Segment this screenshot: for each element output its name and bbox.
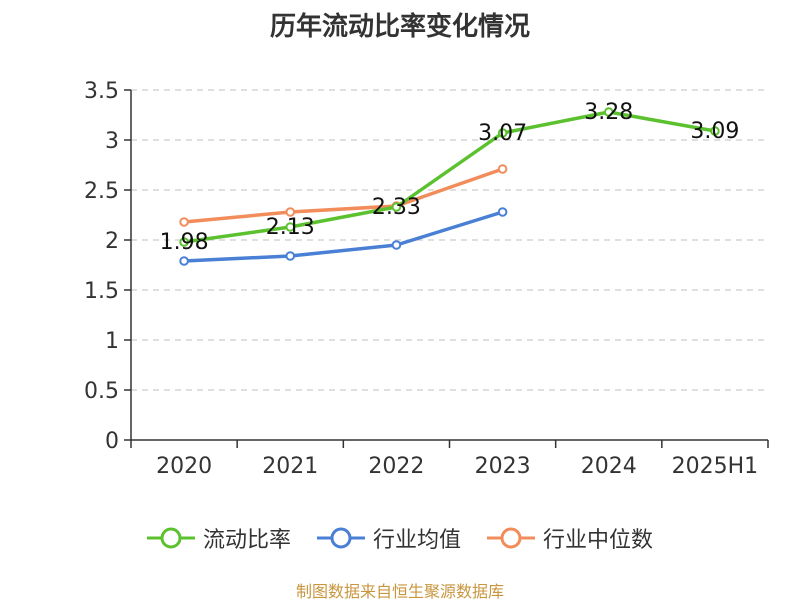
data-point[interactable] [497,207,508,217]
y-tick-label: 1 [105,329,119,354]
y-tick-label: 0.5 [84,379,119,404]
series-line [183,110,716,244]
data-label: 3.28 [584,100,633,125]
legend-label: 行业均值 [372,528,461,553]
data-label: 3.07 [478,121,527,146]
x-tick-label: 2024 [581,454,637,479]
data-labels: 1.98 2.13 2.33 3.07 3.28 3.09 [160,100,740,255]
data-point[interactable] [497,128,508,138]
y-tick-label: 1.5 [84,279,119,304]
data-label: 3.09 [690,119,739,144]
series-line [184,210,504,263]
data-point[interactable] [179,217,189,227]
y-tick-label: 2.5 [84,179,119,204]
x-tick-label: 2025H1 [672,454,759,479]
x-tick-label: 2020 [156,454,212,479]
y-tick-label: 3.5 [84,79,119,104]
axes: 0 0.5 1 1.5 2 2.5 3 3.5 2020 2021 2022 2023 2024 2025… [84,79,769,479]
legend-item-industry-mean[interactable]: 行业均值 [316,522,461,554]
data-point[interactable] [603,107,614,117]
data-label: 2.33 [372,195,421,220]
x-tick-label: 2022 [368,454,424,479]
y-tick-label: 3 [105,129,119,154]
data-point[interactable] [179,237,189,247]
data-label: 2.13 [266,215,315,240]
data-point[interactable] [285,251,296,261]
source-note: 制图数据来自恒生聚源数据库 [295,582,504,601]
legend-swatch-icon [316,527,365,549]
data-point[interactable] [285,222,296,232]
series-line [183,167,504,224]
legend-label: 行业中位数 [543,528,654,553]
legend-swatch-icon [487,527,535,549]
y-tick-label: 2 [105,229,119,254]
x-tick-label: 2021 [262,454,318,479]
data-point[interactable] [391,240,402,250]
legend-label: 流动比率 [202,528,291,553]
y-tick-label: 0 [105,429,119,454]
chart-title: 历年流动比率变化情况 [269,12,530,42]
data-point[interactable] [179,256,189,266]
series-lines [179,107,720,266]
x-tick-label: 2023 [475,454,531,479]
legend-swatch-icon [146,527,195,549]
data-label: 1.98 [160,230,209,255]
data-point[interactable] [285,207,296,217]
legend: 流动比率 行业均值 行业中位数 [0,518,800,558]
data-point[interactable] [497,164,508,174]
data-point[interactable] [391,202,402,212]
legend-item-industry-median[interactable]: 行业中位数 [487,522,653,554]
data-point[interactable] [710,126,720,136]
grid-lines [131,89,768,391]
legend-item-current-ratio[interactable]: 流动比率 [146,522,291,554]
